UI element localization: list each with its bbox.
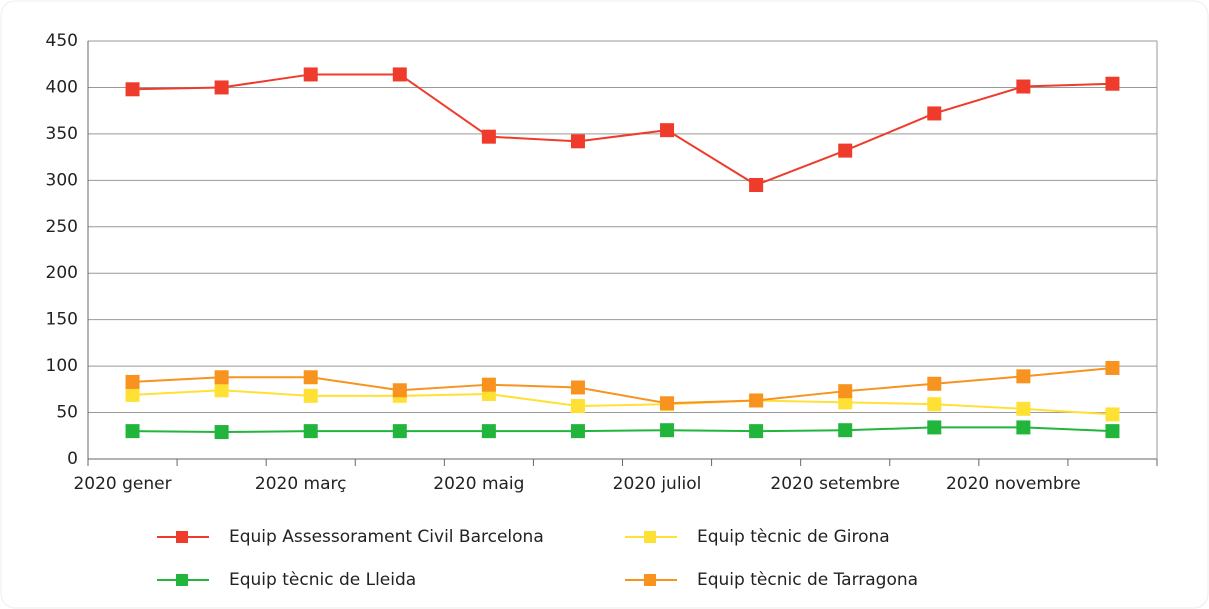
marker <box>392 424 407 439</box>
marker <box>481 377 496 392</box>
marker <box>1105 76 1120 91</box>
marker <box>570 380 585 395</box>
marker <box>749 177 764 192</box>
x-tick-label: 2020 març <box>255 474 347 494</box>
legend-marker <box>644 531 656 543</box>
x-tick-label: 2020 setembre <box>770 474 900 494</box>
marker <box>927 397 942 412</box>
series-line <box>132 73 1113 187</box>
marker <box>570 134 585 149</box>
marker <box>660 123 675 138</box>
legend-marker <box>176 531 188 543</box>
marker <box>125 82 140 97</box>
marker <box>481 129 496 144</box>
marker <box>660 396 675 411</box>
legend-marker <box>176 574 188 586</box>
series-line <box>132 366 1113 405</box>
marker <box>125 424 140 439</box>
marker <box>392 67 407 82</box>
marker <box>125 387 140 402</box>
marker <box>838 143 853 158</box>
y-tick-label: 350 <box>46 124 78 144</box>
x-tick-label: 2020 maig <box>433 474 524 494</box>
y-tick-label: 450 <box>46 31 78 51</box>
y-tick-label: 400 <box>46 77 78 97</box>
marker <box>1105 424 1120 439</box>
marker <box>303 388 318 403</box>
marker <box>303 370 318 385</box>
y-tick-label: 200 <box>46 263 78 283</box>
y-tick-label: 100 <box>46 356 78 376</box>
marker <box>838 384 853 399</box>
marker <box>214 370 229 385</box>
legend-label: Equip tècnic de Tarragona <box>697 570 918 590</box>
marker <box>1105 360 1120 375</box>
x-tick-label: 2020 juliol <box>613 474 702 494</box>
y-tick-label: 300 <box>46 170 78 190</box>
marker <box>481 424 496 439</box>
marker <box>749 424 764 439</box>
marker <box>1016 369 1031 384</box>
series-line <box>132 389 1113 416</box>
marker <box>749 393 764 408</box>
x-tick-label: 2020 novembre <box>946 474 1081 494</box>
marker <box>214 425 229 440</box>
marker <box>1105 407 1120 422</box>
y-tick-label: 150 <box>46 310 78 330</box>
marker <box>1016 79 1031 94</box>
y-tick-label: 0 <box>67 449 78 469</box>
legend-label: Equip tècnic de Lleida <box>229 570 416 590</box>
marker <box>125 374 140 389</box>
marker <box>838 423 853 438</box>
marker <box>570 424 585 439</box>
legend-marker <box>644 574 656 586</box>
marker <box>303 67 318 82</box>
marker <box>660 423 675 438</box>
marker <box>927 420 942 435</box>
marker <box>214 383 229 398</box>
marker <box>392 383 407 398</box>
x-tick-label: 2020 gener <box>73 474 171 494</box>
marker <box>214 80 229 95</box>
y-tick-label: 50 <box>56 403 78 423</box>
marker <box>1016 420 1031 435</box>
legend-label: Equip tècnic de Girona <box>697 527 890 547</box>
marker <box>570 399 585 414</box>
marker <box>838 395 853 410</box>
marker <box>927 376 942 391</box>
marker <box>1016 401 1031 416</box>
series-line <box>132 426 1113 434</box>
marker <box>303 424 318 439</box>
y-tick-label: 250 <box>46 217 78 237</box>
legend-label: Equip Assessorament Civil Barcelona <box>229 527 544 547</box>
marker <box>927 106 942 121</box>
